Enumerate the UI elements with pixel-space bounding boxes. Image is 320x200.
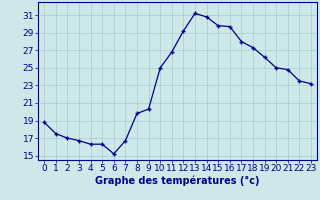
X-axis label: Graphe des températures (°c): Graphe des températures (°c) — [95, 176, 260, 186]
